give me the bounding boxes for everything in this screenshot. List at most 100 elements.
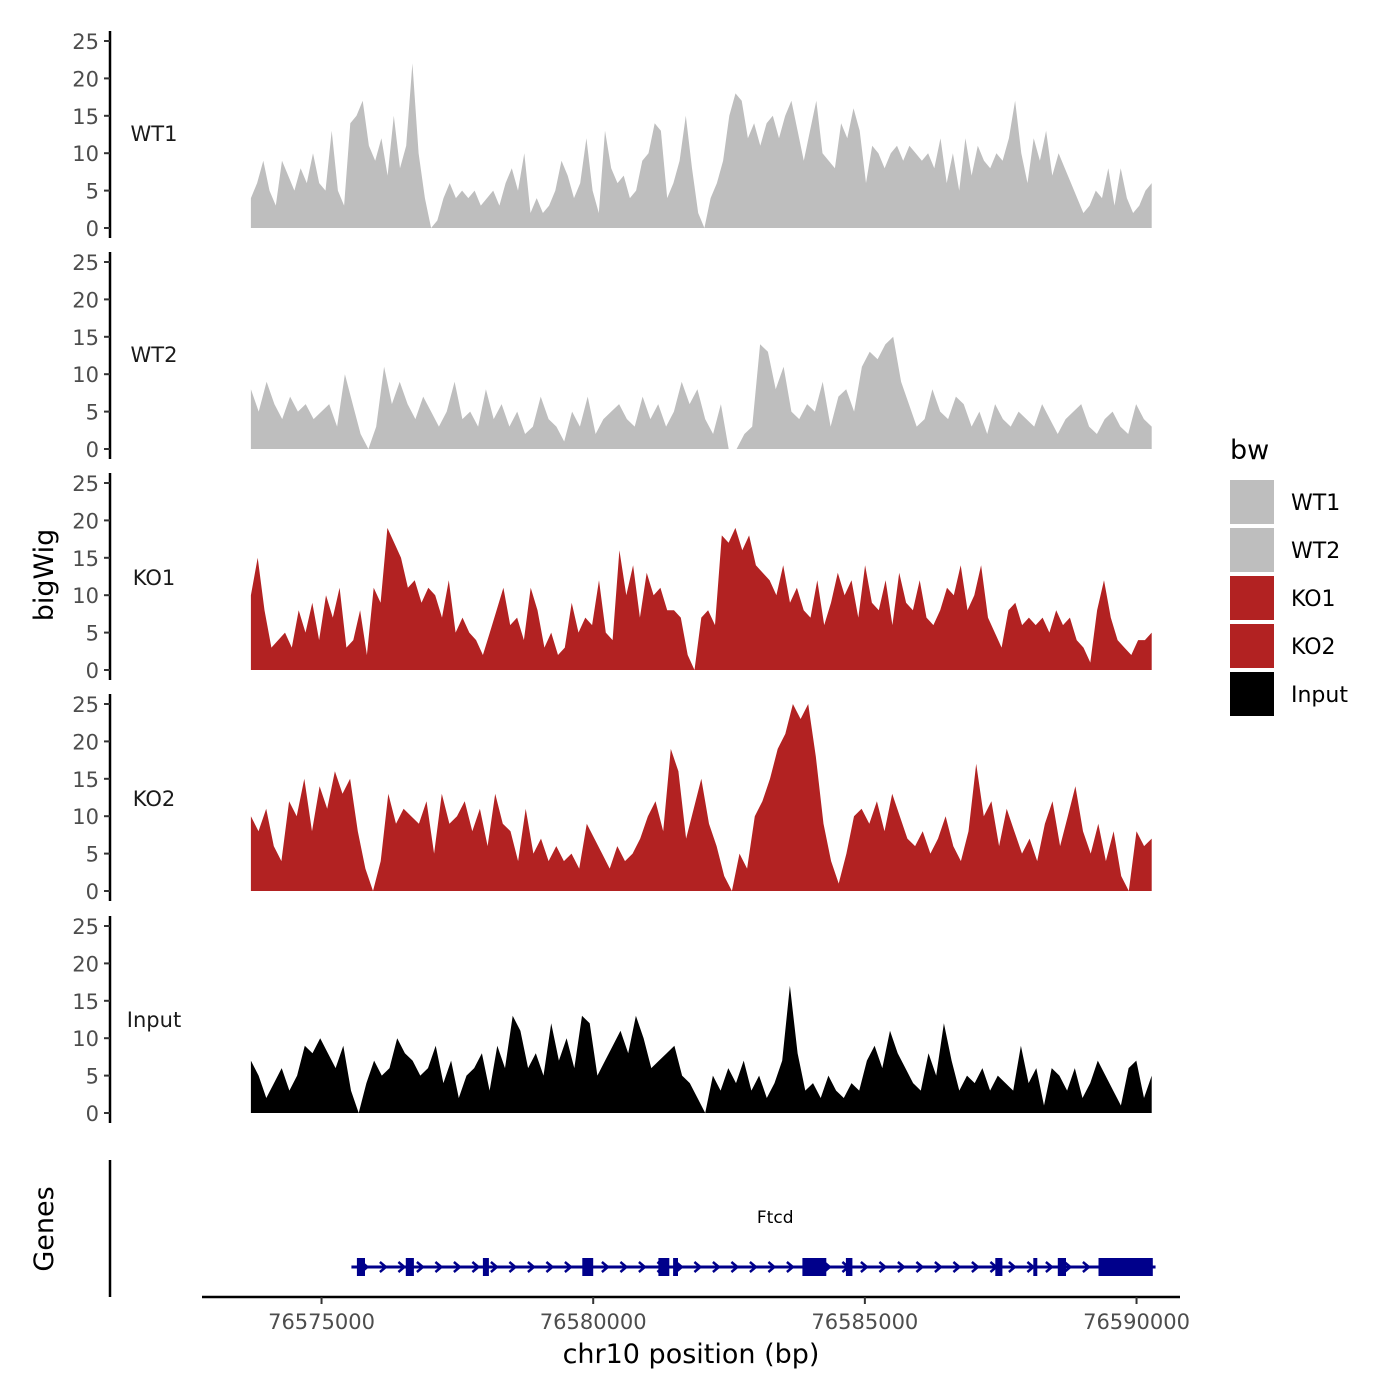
area-ko2 <box>250 704 1152 891</box>
y-tick-label: 15 <box>72 990 99 1014</box>
y-tick-label: 20 <box>72 730 99 754</box>
legend-label: KO1 <box>1291 587 1336 612</box>
strand-arrow <box>897 1261 906 1273</box>
strand-arrow <box>693 1261 703 1273</box>
y-tick-label: 20 <box>72 952 99 976</box>
strand-arrow <box>749 1261 758 1273</box>
strand-arrow <box>638 1261 647 1273</box>
legend-label: KO2 <box>1291 635 1336 660</box>
track-wt1: 0 5 10 15 20 25 WT1 <box>72 30 1152 241</box>
exon <box>405 1258 414 1276</box>
strand-arrow <box>786 1261 795 1273</box>
exon <box>673 1258 678 1276</box>
strand-arrow <box>712 1261 721 1273</box>
strand-arrow <box>915 1261 925 1273</box>
y-tick-label: 0 <box>86 1102 99 1126</box>
track-label: WT2 <box>131 343 178 367</box>
track-wt2: 0 5 10 15 20 25 WT2 <box>72 251 1152 462</box>
y-tick-label: 5 <box>86 622 99 646</box>
legend-key <box>1230 528 1274 572</box>
genes-axis-title: Genes <box>29 1186 60 1271</box>
y-tick-label: 10 <box>72 584 99 608</box>
y-tick-label: 20 <box>72 509 99 533</box>
strand-arrow <box>730 1261 740 1273</box>
legend-label: WT2 <box>1291 539 1340 564</box>
exon <box>1033 1258 1038 1276</box>
exon <box>845 1258 853 1276</box>
exon <box>1098 1258 1153 1276</box>
strand-arrow <box>878 1261 888 1273</box>
y-tick-label: 10 <box>72 805 99 829</box>
x-tick-label: 76585000 <box>811 1310 918 1334</box>
strand-arrow <box>453 1261 462 1273</box>
strand-arrow <box>971 1261 980 1273</box>
track-label: WT1 <box>131 122 178 146</box>
y-tick-label: 25 <box>72 693 99 717</box>
track-label: KO2 <box>133 787 176 811</box>
strand-arrow <box>860 1261 869 1273</box>
y-tick-label: 5 <box>86 180 99 204</box>
x-tick-label: 76575000 <box>268 1310 375 1334</box>
track-ko1: 0 5 10 15 20 25 KO1 <box>72 472 1152 683</box>
strand-arrow <box>767 1261 777 1273</box>
y-tick-label: 5 <box>86 401 99 425</box>
x-axis: 76575000 76580000 76585000 76590000 <box>202 1295 1190 1334</box>
y-tick-label: 0 <box>86 880 99 904</box>
legend-key <box>1230 480 1274 524</box>
y-tick-label: 5 <box>86 1065 99 1089</box>
area-wt2 <box>250 336 1152 449</box>
strand-arrow <box>379 1261 388 1273</box>
strand-arrow <box>1008 1261 1017 1273</box>
legend-label: WT1 <box>1291 491 1340 516</box>
strand-arrow <box>934 1261 943 1273</box>
exon <box>1057 1258 1066 1276</box>
y-tick-label: 20 <box>72 67 99 91</box>
strand-arrow <box>508 1261 518 1273</box>
y-tick-label: 25 <box>72 915 99 939</box>
area-input <box>250 985 1152 1113</box>
legend-title: bw <box>1230 435 1269 466</box>
legend-key <box>1230 624 1274 668</box>
y-tick-label: 10 <box>72 363 99 387</box>
exon <box>582 1258 594 1276</box>
strand-arrow <box>564 1261 573 1273</box>
legend-key <box>1230 576 1274 620</box>
track-ko2: 0 5 10 15 20 25 KO2 <box>72 693 1152 904</box>
y-tick-label: 15 <box>72 326 99 350</box>
area-wt1 <box>250 63 1152 229</box>
strand-arrow <box>1045 1261 1054 1273</box>
strand-arrow <box>397 1261 407 1273</box>
exon <box>482 1258 489 1276</box>
y-tick-label: 25 <box>72 30 99 54</box>
track-input: 0 5 10 15 20 25 Input <box>72 915 1152 1126</box>
strand-arrow <box>1063 1261 1073 1273</box>
exon <box>356 1258 365 1276</box>
y-tick-label: 0 <box>86 659 99 683</box>
strand-arrow <box>545 1261 555 1273</box>
exon <box>995 1258 1003 1276</box>
legend-key <box>1230 672 1274 716</box>
x-axis-title: chr10 position (bp) <box>563 1339 820 1370</box>
strand-arrow <box>952 1261 962 1273</box>
strand-arrow <box>527 1261 536 1273</box>
strand-arrow <box>619 1261 629 1273</box>
strand-arrow <box>471 1261 481 1273</box>
x-tick-label: 76580000 <box>540 1310 647 1334</box>
y-tick-label: 0 <box>86 217 99 241</box>
strand-arrow <box>490 1261 499 1273</box>
x-tick-label: 76590000 <box>1083 1310 1190 1334</box>
y-axis-title: bigWig <box>29 529 60 622</box>
y-tick-label: 15 <box>72 547 99 571</box>
strand-arrow <box>601 1261 610 1273</box>
y-tick-label: 10 <box>72 1027 99 1051</box>
y-tick-label: 0 <box>86 438 99 462</box>
genes-panel: Ftcd <box>108 1160 1156 1297</box>
gene-label: Ftcd <box>757 1208 794 1228</box>
strand-arrow <box>434 1261 444 1273</box>
legend: bw WT1 WT2 KO1 KO2 Input <box>1230 435 1348 716</box>
y-tick-label: 15 <box>72 768 99 792</box>
exon <box>802 1258 827 1276</box>
y-tick-label: 15 <box>72 105 99 129</box>
track-label: Input <box>127 1008 181 1032</box>
area-ko1 <box>250 527 1152 670</box>
